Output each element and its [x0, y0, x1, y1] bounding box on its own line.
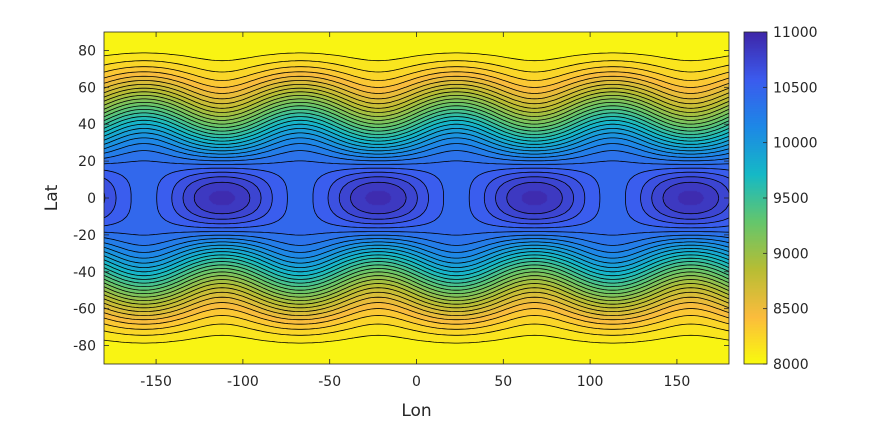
contour-line [103, 105, 730, 291]
colorbar-tick-label: 11000 [773, 25, 818, 41]
contour-line [103, 80, 730, 316]
y-tick-label: 20 [78, 154, 96, 170]
colorbar-gradient [744, 32, 767, 364]
contour-line [103, 75, 730, 321]
contour-lines [103, 52, 730, 344]
y-axis: -80 -60 -40 -20 0 20 40 60 80 [73, 43, 729, 355]
filled-contour-image [104, 32, 729, 364]
colorbar-tick-label: 8500 [773, 302, 809, 318]
y-tick-label: -60 [73, 302, 96, 318]
contour-line [103, 171, 730, 225]
contour-line [103, 109, 730, 287]
contour-line [103, 150, 730, 246]
contour-line [103, 112, 730, 284]
contour-line [103, 128, 730, 268]
contour-line [103, 66, 730, 330]
colorbar-tick-label: 10000 [773, 136, 818, 152]
contour-line [103, 167, 730, 229]
contour-line [103, 52, 730, 344]
y-tick-label: 0 [87, 191, 96, 207]
y-tick-label: 40 [78, 117, 96, 133]
y-tick-label: -20 [73, 228, 96, 244]
colorbar-tick-label: 8000 [773, 357, 809, 373]
contour-line [103, 137, 730, 259]
contour-line [103, 116, 730, 280]
contour-line [103, 91, 730, 305]
y-tick-label: 80 [78, 43, 96, 59]
contour-line [103, 123, 730, 273]
colorbar-tick-label: 9500 [773, 191, 809, 207]
y-tick-label: -40 [73, 265, 96, 281]
contour-line [103, 160, 730, 236]
colorbar: 8000 8500 9000 9500 10000 10500 11000 [743, 25, 818, 373]
contour-line [103, 60, 730, 336]
colorbar-tick-label: 10500 [773, 80, 818, 96]
colorbar-tick-label: 9000 [773, 246, 809, 262]
contour-line [103, 119, 730, 277]
x-tick-label: 50 [494, 374, 512, 390]
contour-line [103, 84, 730, 312]
x-tick-label: 150 [664, 374, 691, 390]
contour-line [103, 176, 730, 220]
x-tick-label: -100 [227, 374, 259, 390]
contour-line [103, 132, 730, 264]
contour-line [103, 143, 730, 253]
contour-line [103, 71, 730, 325]
x-tick-label: 100 [577, 374, 604, 390]
contour-line [103, 87, 730, 309]
colorbar-ticks: 8000 8500 9000 9500 10000 10500 11000 [763, 25, 818, 373]
plot-area [103, 31, 730, 365]
x-axis: -150 -100 -50 0 50 100 150 [140, 32, 690, 390]
contour-line [103, 98, 730, 298]
y-tick-label: 60 [78, 80, 96, 96]
x-tick-label: -50 [318, 374, 341, 390]
contour-line [103, 102, 730, 294]
contour-line [193, 181, 720, 215]
x-axis-label: Lon [401, 401, 431, 421]
contour-line [103, 95, 730, 301]
y-tick-label: -80 [73, 339, 96, 355]
x-tick-label: 0 [412, 374, 421, 390]
y-axis-label: Lat [42, 184, 62, 211]
x-tick-label: -150 [140, 374, 172, 390]
